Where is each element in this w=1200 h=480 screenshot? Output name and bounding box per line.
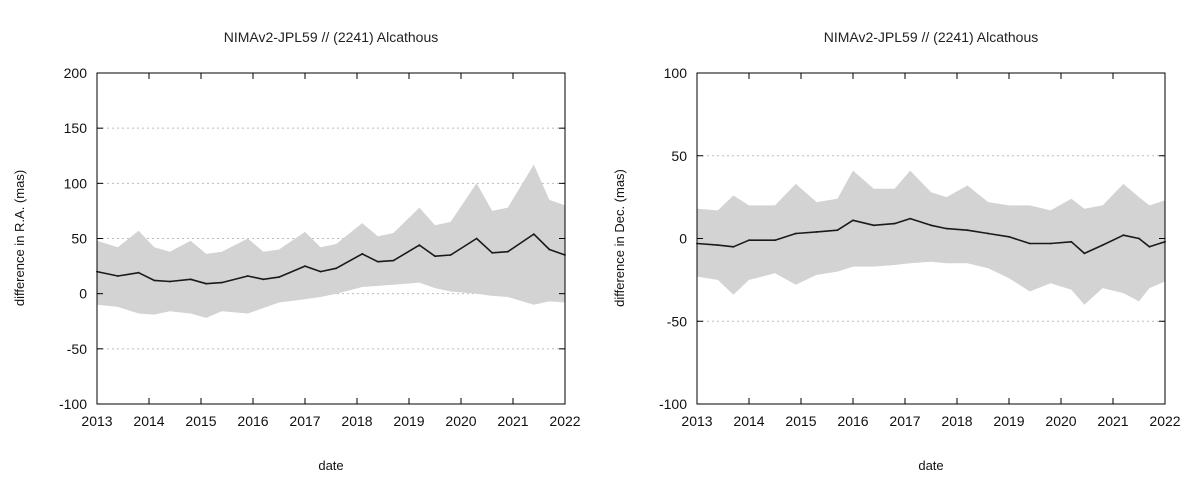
x-tick-label: 2022 xyxy=(1149,413,1180,429)
x-tick-label: 2021 xyxy=(497,413,528,429)
data-point xyxy=(376,260,379,263)
y-tick-label: -50 xyxy=(67,341,87,357)
data-point xyxy=(872,224,875,227)
data-point xyxy=(945,227,948,230)
uncertainty-band xyxy=(697,170,1165,305)
data-point xyxy=(506,250,509,253)
data-point xyxy=(304,265,306,267)
y-tick-label: 50 xyxy=(671,148,687,164)
data-point xyxy=(205,282,208,285)
y-tick-label: 100 xyxy=(64,175,88,191)
data-point xyxy=(774,239,776,242)
data-point xyxy=(716,244,719,247)
data-point xyxy=(319,270,322,273)
chart-title: NIMAv2-JPL59 // (2241) Alcathous xyxy=(824,29,1039,45)
x-axis-label: date xyxy=(318,458,343,473)
data-point xyxy=(532,233,535,236)
data-point xyxy=(1008,235,1010,238)
uncertainty-band xyxy=(97,164,565,318)
data-point xyxy=(1083,252,1086,255)
data-point xyxy=(1028,242,1031,245)
data-point xyxy=(852,219,854,222)
y-tick-label: 150 xyxy=(64,120,88,136)
data-point xyxy=(909,217,912,220)
x-axis-label: date xyxy=(918,458,943,473)
y-tick-label: 0 xyxy=(679,231,687,247)
y-tick-label: -100 xyxy=(659,396,687,412)
data-point xyxy=(815,231,818,233)
x-tick-label: 2022 xyxy=(549,413,580,429)
data-point xyxy=(418,244,421,247)
data-point xyxy=(449,254,452,256)
data-point xyxy=(748,239,750,242)
data-point xyxy=(966,229,969,232)
chart-title: NIMAv2-JPL59 // (2241) Alcathous xyxy=(224,29,439,45)
chart-ra: NIMAv2-JPL59 // (2241) Alcathous -100 -50… xyxy=(12,29,581,473)
x-tick-label: 2013 xyxy=(81,413,112,429)
data-point xyxy=(836,229,839,232)
difference-line xyxy=(96,233,566,285)
data-point xyxy=(361,253,364,255)
chart-dec: NIMAv2-JPL59 // (2241) Alcathous -100 -50… xyxy=(612,29,1181,473)
data-point xyxy=(434,255,436,258)
data-point xyxy=(335,267,338,270)
data-point xyxy=(153,279,156,282)
x-tick-label: 2019 xyxy=(993,413,1024,429)
x-tick-label: 2017 xyxy=(289,413,320,429)
y-tick-label: 100 xyxy=(664,65,688,81)
x-tick-label: 2019 xyxy=(393,413,424,429)
x-tick-label: 2020 xyxy=(1045,413,1076,429)
data-point xyxy=(278,276,280,278)
x-tick-label: 2013 xyxy=(681,413,712,429)
y-tick-label: 200 xyxy=(64,65,88,81)
x-tick-label: 2021 xyxy=(1097,413,1128,429)
x-tick-label: 2014 xyxy=(133,413,164,429)
x-tick-label: 2020 xyxy=(445,413,476,429)
x-tick-label: 2018 xyxy=(941,413,972,429)
y-tick-label: 0 xyxy=(79,286,87,302)
data-point xyxy=(246,275,249,277)
data-point xyxy=(220,281,223,284)
data-point xyxy=(392,259,395,262)
data-point xyxy=(893,222,896,225)
data-point xyxy=(1148,245,1151,248)
difference-line xyxy=(696,217,1166,255)
y-tick-label: -50 xyxy=(667,313,687,329)
x-tick-label: 2016 xyxy=(837,413,868,429)
y-tick-label: -100 xyxy=(59,396,87,412)
x-tick-label: 2016 xyxy=(237,413,268,429)
data-point xyxy=(137,271,140,274)
data-point xyxy=(1049,242,1052,245)
y-axis-label: difference in R.A. (mas) xyxy=(12,170,27,306)
x-tick-label: 2015 xyxy=(785,413,816,429)
data-point xyxy=(116,275,119,277)
data-point xyxy=(491,251,494,254)
data-point xyxy=(262,278,265,281)
data-point xyxy=(475,237,478,240)
data-point xyxy=(930,224,932,227)
x-tick-label: 2014 xyxy=(733,413,764,429)
y-axis-label: difference in Dec. (mas) xyxy=(612,169,627,307)
data-point xyxy=(1101,244,1104,247)
data-point xyxy=(732,245,735,248)
x-tick-label: 2015 xyxy=(185,413,216,429)
x-tick-label: 2018 xyxy=(341,413,372,429)
data-point xyxy=(1138,237,1140,240)
data-point xyxy=(189,278,192,281)
data-point xyxy=(1070,240,1073,243)
y-tick-label: 50 xyxy=(71,231,87,247)
data-point xyxy=(794,232,797,235)
x-tick-label: 2017 xyxy=(889,413,920,429)
data-point xyxy=(548,248,551,251)
data-point xyxy=(168,280,171,283)
data-point xyxy=(987,232,990,235)
data-point xyxy=(1122,234,1125,237)
